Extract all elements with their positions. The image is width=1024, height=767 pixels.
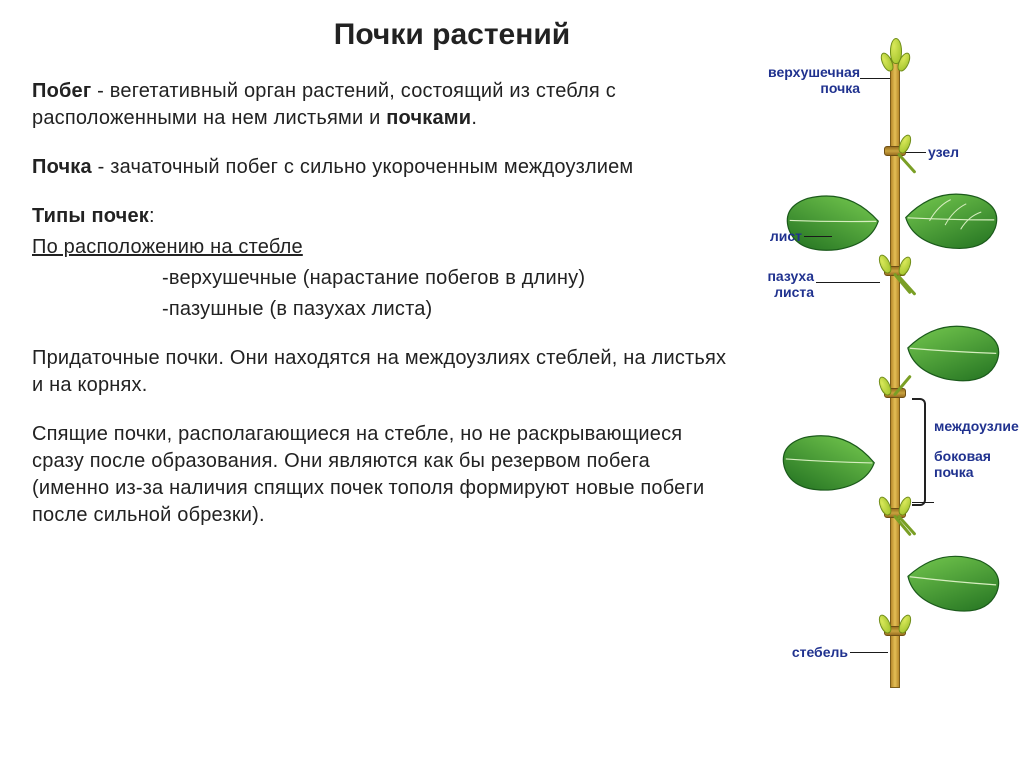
label-leaf: лист [756, 228, 802, 244]
para-shoot: Побег - вегетативный орган растений, сос… [32, 78, 732, 132]
item-axillary: -пазушные (в пазухах листа) [32, 296, 732, 323]
leaf-right-2 [899, 310, 1009, 392]
label-stem: стебель [768, 644, 848, 660]
para-types-head: Типы почек: [32, 203, 732, 230]
label-apical: верхушечнаяпочка [760, 64, 860, 96]
para-dormant: Спящие почки, располагающиеся на стебле,… [32, 421, 732, 529]
para-bud: Почка - зачаточный побег с сильно укороч… [32, 154, 732, 181]
leaf-left-2 [776, 425, 880, 498]
label-internode: междоузлие [934, 418, 1019, 434]
leaf-right-3 [898, 538, 1010, 623]
internode-bracket [912, 398, 926, 506]
item-apical: -верхушечные (нарастание побегов в длину… [32, 265, 732, 292]
label-axil: пазухалиста [748, 268, 814, 300]
shoot-diagram: верхушечнаяпочка узел лист пазухалиста м… [742, 18, 1002, 738]
leaf-right-1 [898, 179, 1006, 258]
label-node: узел [928, 144, 959, 160]
term-shoot: Побег [32, 80, 91, 102]
term-bud: Почка [32, 156, 92, 178]
term-buds: почками [386, 107, 471, 129]
page-title: Почки растений [172, 18, 732, 52]
para-location-head: По расположению на стебле [32, 234, 732, 261]
para-adventitious: Придаточные почки. Они находятся на межд… [32, 345, 732, 399]
label-lateral: боковаяпочка [934, 448, 991, 480]
leaf-left-1 [779, 183, 885, 259]
